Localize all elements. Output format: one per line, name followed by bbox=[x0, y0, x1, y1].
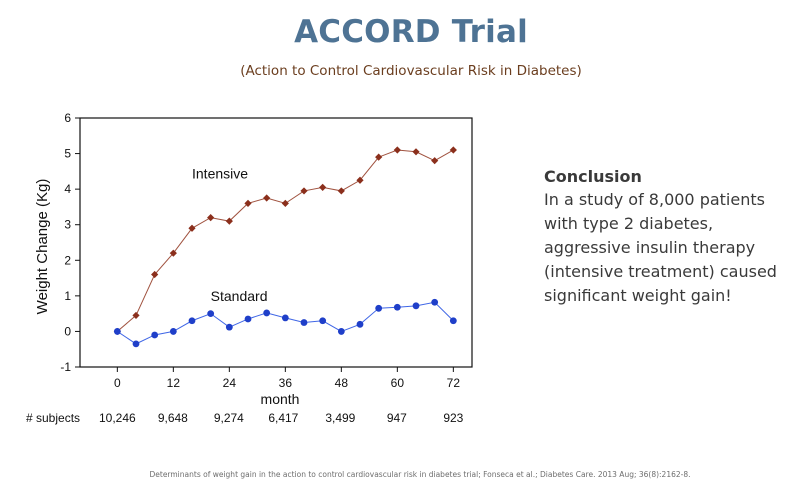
intensive-point bbox=[393, 146, 401, 154]
intensive-point bbox=[337, 187, 345, 195]
conclusion-text: In a study of 8,000 patients with type 2… bbox=[544, 190, 777, 305]
x-tick-label: 72 bbox=[447, 376, 461, 390]
standard-point bbox=[375, 304, 383, 312]
standard-point bbox=[188, 317, 196, 325]
standard-point bbox=[337, 328, 345, 335]
intensive-line bbox=[117, 149, 454, 332]
x-tick-label: 48 bbox=[335, 376, 349, 390]
standard-point bbox=[151, 331, 159, 339]
page-subtitle: (Action to Control Cardiovascular Risk i… bbox=[240, 63, 582, 79]
y-tick-label: 4 bbox=[64, 182, 71, 196]
y-tick-label: -1 bbox=[60, 360, 71, 374]
standard-point bbox=[431, 298, 439, 306]
standard-point bbox=[449, 317, 457, 325]
intensive-series-label: Intensive bbox=[192, 165, 248, 181]
intensive-point bbox=[356, 176, 364, 184]
x-tick-label: 24 bbox=[223, 376, 237, 390]
conclusion-heading: Conclusion bbox=[544, 167, 642, 186]
intensive-point bbox=[449, 146, 457, 154]
y-tick-label: 3 bbox=[64, 218, 71, 232]
y-tick-label: 5 bbox=[64, 147, 71, 161]
conclusion-panel: Conclusion In a study of 8,000 patients … bbox=[544, 166, 794, 308]
standard-point bbox=[281, 314, 289, 322]
subjects-count: 9,274 bbox=[214, 411, 244, 425]
standard-series-label: Standard bbox=[211, 288, 268, 304]
subjects-count: 10,246 bbox=[99, 411, 136, 425]
intensive-point bbox=[375, 153, 383, 161]
intensive-point bbox=[188, 224, 196, 232]
standard-point bbox=[244, 315, 252, 323]
intensive-point bbox=[319, 183, 327, 191]
source-citation: Determinants of weight gain in the actio… bbox=[149, 470, 691, 479]
x-tick-label: 36 bbox=[279, 376, 293, 390]
x-tick-label: 0 bbox=[114, 376, 121, 390]
intensive-point bbox=[169, 249, 177, 257]
intensive-point bbox=[151, 270, 159, 279]
subjects-count: 947 bbox=[387, 411, 407, 425]
standard-point bbox=[132, 340, 140, 348]
plot-frame bbox=[79, 117, 473, 368]
intensive-point bbox=[412, 148, 420, 156]
standard-point bbox=[300, 319, 308, 326]
standard-point bbox=[412, 302, 420, 310]
y-tick-label: 6 bbox=[64, 111, 71, 125]
intensive-point bbox=[281, 199, 289, 207]
subjects-label: # subjects bbox=[26, 411, 80, 425]
y-tick-label: 0 bbox=[64, 324, 71, 338]
subjects-count: 6,417 bbox=[268, 411, 298, 425]
intensive-point bbox=[263, 194, 271, 202]
standard-point bbox=[207, 310, 215, 318]
intensive-point bbox=[300, 187, 308, 195]
standard-line bbox=[117, 301, 454, 345]
x-tick-label: 60 bbox=[391, 376, 405, 390]
intensive-point bbox=[207, 214, 215, 222]
y-tick-label: 2 bbox=[64, 253, 71, 267]
subjects-count: 923 bbox=[443, 411, 463, 425]
standard-point bbox=[393, 303, 401, 311]
page-title: ACCORD Trial bbox=[294, 14, 528, 50]
standard-point bbox=[225, 323, 233, 331]
x-axis-label: month bbox=[261, 391, 300, 407]
standard-point bbox=[263, 309, 271, 317]
intensive-point bbox=[225, 217, 233, 225]
y-axis-label: Weight Change (Kg) bbox=[34, 179, 51, 315]
subjects-count: 9,648 bbox=[158, 411, 188, 425]
subjects-count: 3,499 bbox=[325, 411, 355, 425]
standard-point bbox=[113, 328, 121, 335]
y-tick-label: 1 bbox=[64, 289, 71, 303]
intensive-point bbox=[431, 157, 439, 165]
intensive-point bbox=[244, 199, 252, 207]
x-tick-label: 12 bbox=[167, 376, 181, 390]
standard-point bbox=[319, 317, 327, 325]
standard-point bbox=[356, 320, 364, 328]
standard-point bbox=[169, 328, 177, 335]
